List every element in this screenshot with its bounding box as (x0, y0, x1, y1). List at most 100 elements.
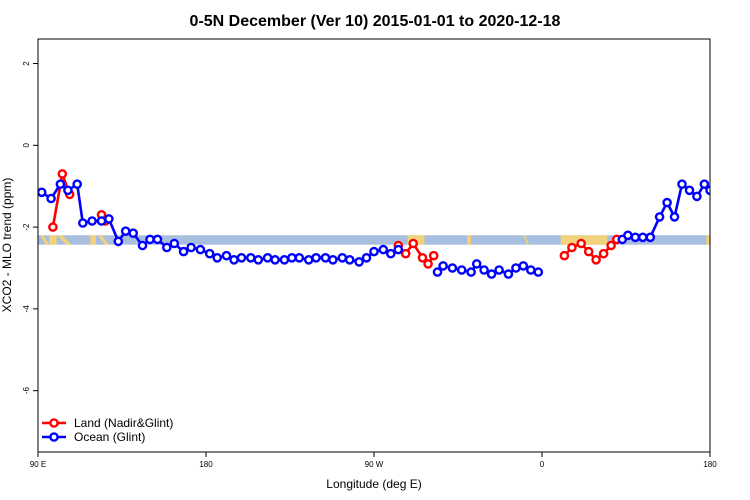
legend-item-1: Ocean (Glint) (42, 430, 145, 444)
y-tick-label: 0 (22, 143, 31, 148)
series-1-point (361, 252, 372, 263)
legend-label: Ocean (Glint) (74, 430, 145, 444)
series-1-point (699, 179, 710, 189)
series-1-point (662, 197, 672, 208)
series-1-point (486, 269, 497, 279)
legend: Land (Nadir&Glint)Ocean (Glint) (42, 416, 173, 444)
strip-land-5 (706, 235, 710, 245)
series-0-line-4 (725, 174, 738, 227)
series-1-point (287, 252, 297, 263)
x-tick-label: 0 (540, 460, 545, 469)
strip-coast-0 (39, 235, 50, 245)
series-1-point (104, 214, 114, 224)
series-1-point (526, 265, 536, 275)
series-0-point (423, 259, 433, 269)
strip-coast-5 (731, 235, 744, 244)
series-1 (38, 179, 746, 279)
series-1-point (645, 232, 656, 243)
series-1-point (236, 252, 247, 263)
series-1-point (128, 228, 138, 238)
series-1-point (253, 254, 264, 265)
x-tick-label: 180 (703, 460, 717, 469)
series-0-point (583, 246, 594, 257)
chart-title: 0-5N December (Ver 10) 2015-01-01 to 202… (190, 13, 561, 30)
series-1-point (262, 252, 273, 263)
y-tick-label: -4 (22, 305, 31, 313)
x-tick-label: 90 E (30, 460, 46, 469)
series-0-point (48, 222, 58, 232)
series-1-point (479, 265, 489, 275)
series-1-point (518, 261, 529, 271)
series-1-point (684, 185, 695, 196)
series-1-point (471, 259, 482, 269)
series-0-point (428, 250, 439, 261)
series-1-point (736, 189, 743, 196)
series-1-point (729, 181, 736, 188)
series-1-point (303, 254, 314, 265)
series-1-point (705, 185, 710, 196)
series-1-point (229, 254, 239, 265)
legend-label: Land (Nadir&Glint) (74, 416, 173, 430)
series-1-point (337, 252, 348, 263)
series-1-point (145, 234, 155, 245)
y-axis-label: XCO2 - MLO trend (ppm) (0, 178, 14, 313)
series-1-point (714, 181, 721, 188)
legend-swatch-marker (49, 432, 59, 442)
series-1-point (221, 250, 232, 261)
series-1-point (385, 248, 396, 259)
series-1-point (447, 263, 458, 273)
legend-swatch-marker (49, 418, 59, 428)
series-0-point (591, 254, 601, 265)
series-1-point (311, 252, 321, 263)
series-1-point (152, 234, 163, 245)
series-1-point (294, 252, 305, 263)
series-1-point (195, 244, 206, 255)
strip-land-0 (49, 235, 57, 245)
series-1-point (270, 254, 280, 265)
series-0-point (734, 191, 741, 198)
strip-ocean (38, 235, 710, 245)
series-1-point (432, 267, 443, 277)
series-1-point (137, 240, 148, 251)
series-1-point (63, 185, 73, 196)
series-1-point (378, 244, 389, 255)
series-1-point (279, 254, 290, 265)
series-0-point (606, 240, 616, 251)
series-1-point (692, 191, 702, 202)
x-axis: 90 E 180 90 W 0 180 (30, 452, 717, 469)
series-1-point (87, 216, 97, 226)
series-0-point (559, 250, 570, 261)
series-1-point (369, 246, 379, 257)
series-1-point (178, 246, 189, 257)
series-1-point (161, 242, 172, 253)
series-1-point (466, 267, 476, 277)
series-0-point (400, 248, 411, 259)
series-0-point (576, 238, 587, 249)
series-1-point (721, 187, 728, 194)
strip-coast-3 (523, 235, 529, 245)
series-layer (38, 169, 746, 279)
series-0-point (598, 248, 609, 259)
series-1-point (120, 226, 131, 236)
y-axis: 2 0 -2 -4 -6 (22, 61, 38, 394)
series-0-point (417, 252, 428, 263)
series-1-point (113, 236, 124, 247)
series-1-point (328, 254, 338, 265)
series-1-point (186, 242, 196, 253)
series-1-point (654, 212, 665, 222)
series-1-point (344, 254, 355, 265)
series-1-point (533, 267, 544, 277)
x-tick-label: 90 W (365, 460, 384, 469)
series-1-point (638, 232, 648, 243)
series-1-point (46, 193, 56, 204)
series-1-point (212, 252, 222, 263)
series-1-point (677, 179, 687, 189)
series-1-point (669, 212, 680, 222)
series-1-point (511, 263, 521, 273)
series-1-line-3 (718, 184, 746, 196)
series-1-point (78, 218, 88, 228)
series-1-point (494, 265, 504, 275)
strip-coast-1 (56, 235, 72, 245)
y-tick-label: 2 (22, 61, 31, 66)
series-1-point (204, 248, 215, 259)
